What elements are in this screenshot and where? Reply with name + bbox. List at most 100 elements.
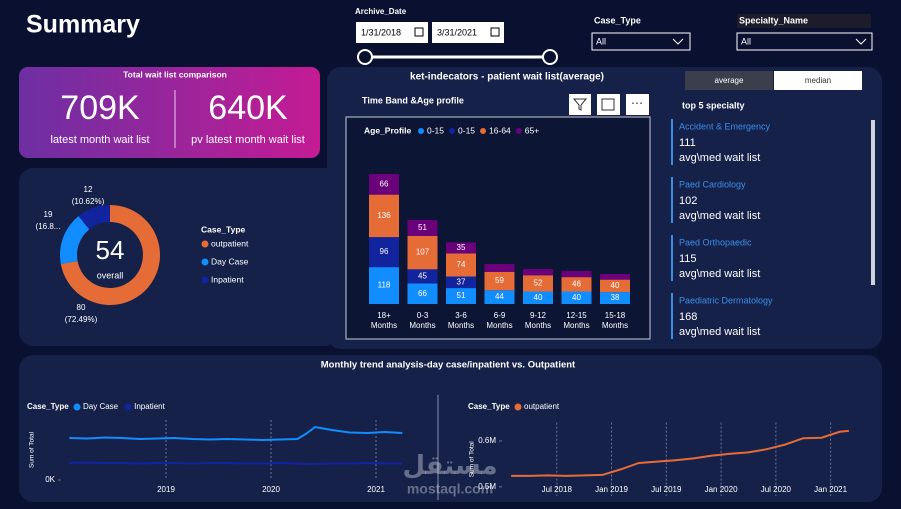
y-tick-label: 0K — [45, 475, 55, 484]
date-box[interactable] — [432, 22, 504, 43]
legend-swatch — [418, 128, 424, 134]
legend-swatch — [201, 276, 209, 284]
specialty-name: Paed Orthopaedic — [679, 237, 752, 247]
slice-value: 12 — [84, 185, 93, 194]
bar-label: 45 — [418, 271, 427, 280]
donut-slice — [78, 205, 110, 230]
bar-label: 40 — [572, 293, 581, 302]
toggle-button[interactable] — [685, 71, 773, 90]
kpi-value: 709K — [60, 89, 140, 127]
bar-label: 118 — [378, 281, 391, 290]
bar-label: 136 — [377, 211, 391, 220]
x-tick-label: Jan 2020 — [705, 485, 738, 494]
date-box[interactable] — [356, 22, 428, 43]
bar-label: 51 — [418, 223, 427, 232]
x-tick-label: 9-12 Months — [524, 311, 552, 330]
toggle-button[interactable] — [774, 71, 862, 90]
dropdown-value: All — [741, 36, 751, 46]
x-tick-label: Jan 2021 — [814, 485, 847, 494]
calendar-icon — [414, 27, 424, 37]
legend-swatch — [515, 128, 522, 134]
specialty-label: avg\med wait list — [679, 326, 760, 338]
bar-segment — [523, 291, 553, 304]
x-tick-label: Jan 2019 — [595, 485, 628, 494]
item-accent — [671, 177, 673, 223]
bar-segment — [484, 290, 515, 304]
bar-segment — [407, 219, 438, 236]
slider-handle[interactable] — [357, 49, 373, 65]
focus-icon[interactable] — [597, 94, 620, 115]
legend-label: Inpatient — [134, 402, 165, 411]
x-tick-label: Jul 2020 — [761, 485, 792, 494]
scrollbar[interactable] — [871, 120, 875, 285]
bar-label: 40 — [611, 281, 620, 290]
bar-segment — [369, 194, 399, 238]
legend-label: outpatient — [211, 238, 249, 248]
kpi-title: Total wait list comparison — [123, 69, 227, 79]
x-tick-label: 0-3 Months — [409, 311, 436, 330]
bar-label: 44 — [495, 292, 504, 301]
y-axis-label: Sum of Total — [29, 431, 36, 468]
bar-segment — [523, 275, 553, 292]
slice-value: 80 — [77, 303, 86, 312]
legend-swatch — [514, 403, 522, 411]
legend-label: outpatient — [524, 402, 560, 411]
bar-segment — [446, 288, 476, 304]
watermark: مستقل — [402, 450, 497, 480]
x-tick-label: 18+ Months — [370, 311, 398, 330]
y-tick-label: 0.6M — [478, 436, 496, 445]
x-tick-label: Jul 2019 — [651, 485, 682, 494]
trend-title: Monthly trend analysis-day case/inpatien… — [321, 360, 576, 371]
bar-segment — [523, 269, 553, 276]
x-tick-label: 2021 — [367, 485, 385, 494]
bar-label: 40 — [534, 293, 543, 302]
bar-segment — [600, 274, 630, 280]
filter-label: Archive_Date — [355, 7, 407, 16]
item-accent — [671, 235, 673, 281]
filter-label: Specialty_Name — [739, 15, 808, 25]
legend-swatch — [449, 128, 456, 134]
legend-swatch — [201, 258, 209, 266]
slice-value: 19 — [44, 210, 53, 219]
bar-segment — [407, 269, 438, 284]
y-axis-label: Sum of Total — [469, 441, 476, 478]
legend-label: 0-15 — [458, 125, 475, 135]
dropdown[interactable] — [591, 32, 691, 51]
specialty-label: avg\med wait list — [679, 268, 760, 280]
toggle-label: median — [805, 76, 831, 85]
chevron — [672, 38, 684, 45]
bar-segment — [369, 237, 399, 268]
page-title: Summary — [26, 11, 140, 39]
bar-segment — [600, 279, 630, 293]
bar-segment — [484, 271, 515, 291]
bar-segment — [561, 277, 592, 292]
legend-title: Case_Type — [27, 402, 69, 411]
chart-subtitle: Time Band &Age profile — [362, 95, 464, 105]
specialty-value: 115 — [679, 253, 697, 265]
list-title: top 5 specialty — [682, 100, 745, 110]
kpi-label: latest month wait list — [50, 134, 149, 146]
dropdown[interactable] — [736, 32, 873, 51]
slice-percent: (72.49%) — [65, 315, 98, 324]
slider-handle[interactable] — [542, 49, 558, 65]
bar-label: 35 — [457, 243, 466, 252]
slice-percent: (16.8... — [36, 222, 61, 231]
bar-segment — [561, 291, 592, 304]
donut-center: 54 — [96, 235, 125, 265]
x-tick-label: 2019 — [157, 485, 175, 494]
bar-label: 96 — [380, 247, 389, 256]
bar-segment — [446, 276, 476, 289]
more-icon[interactable] — [626, 94, 649, 115]
x-tick-label: 15-18 Months — [601, 311, 629, 330]
bar-label: 66 — [418, 289, 427, 298]
bar-label: 38 — [611, 293, 620, 302]
legend-label: 16-64 — [489, 125, 511, 135]
bar-segment — [407, 235, 438, 270]
bar-segment — [484, 264, 515, 272]
line-series — [511, 429, 849, 477]
bar-label: 59 — [495, 276, 504, 285]
watermark: mostaql.com — [407, 481, 493, 497]
filter-icon[interactable] — [569, 94, 591, 115]
legend-title: Case_Type — [201, 224, 246, 234]
x-tick-label: 12-15 Months — [563, 311, 590, 330]
